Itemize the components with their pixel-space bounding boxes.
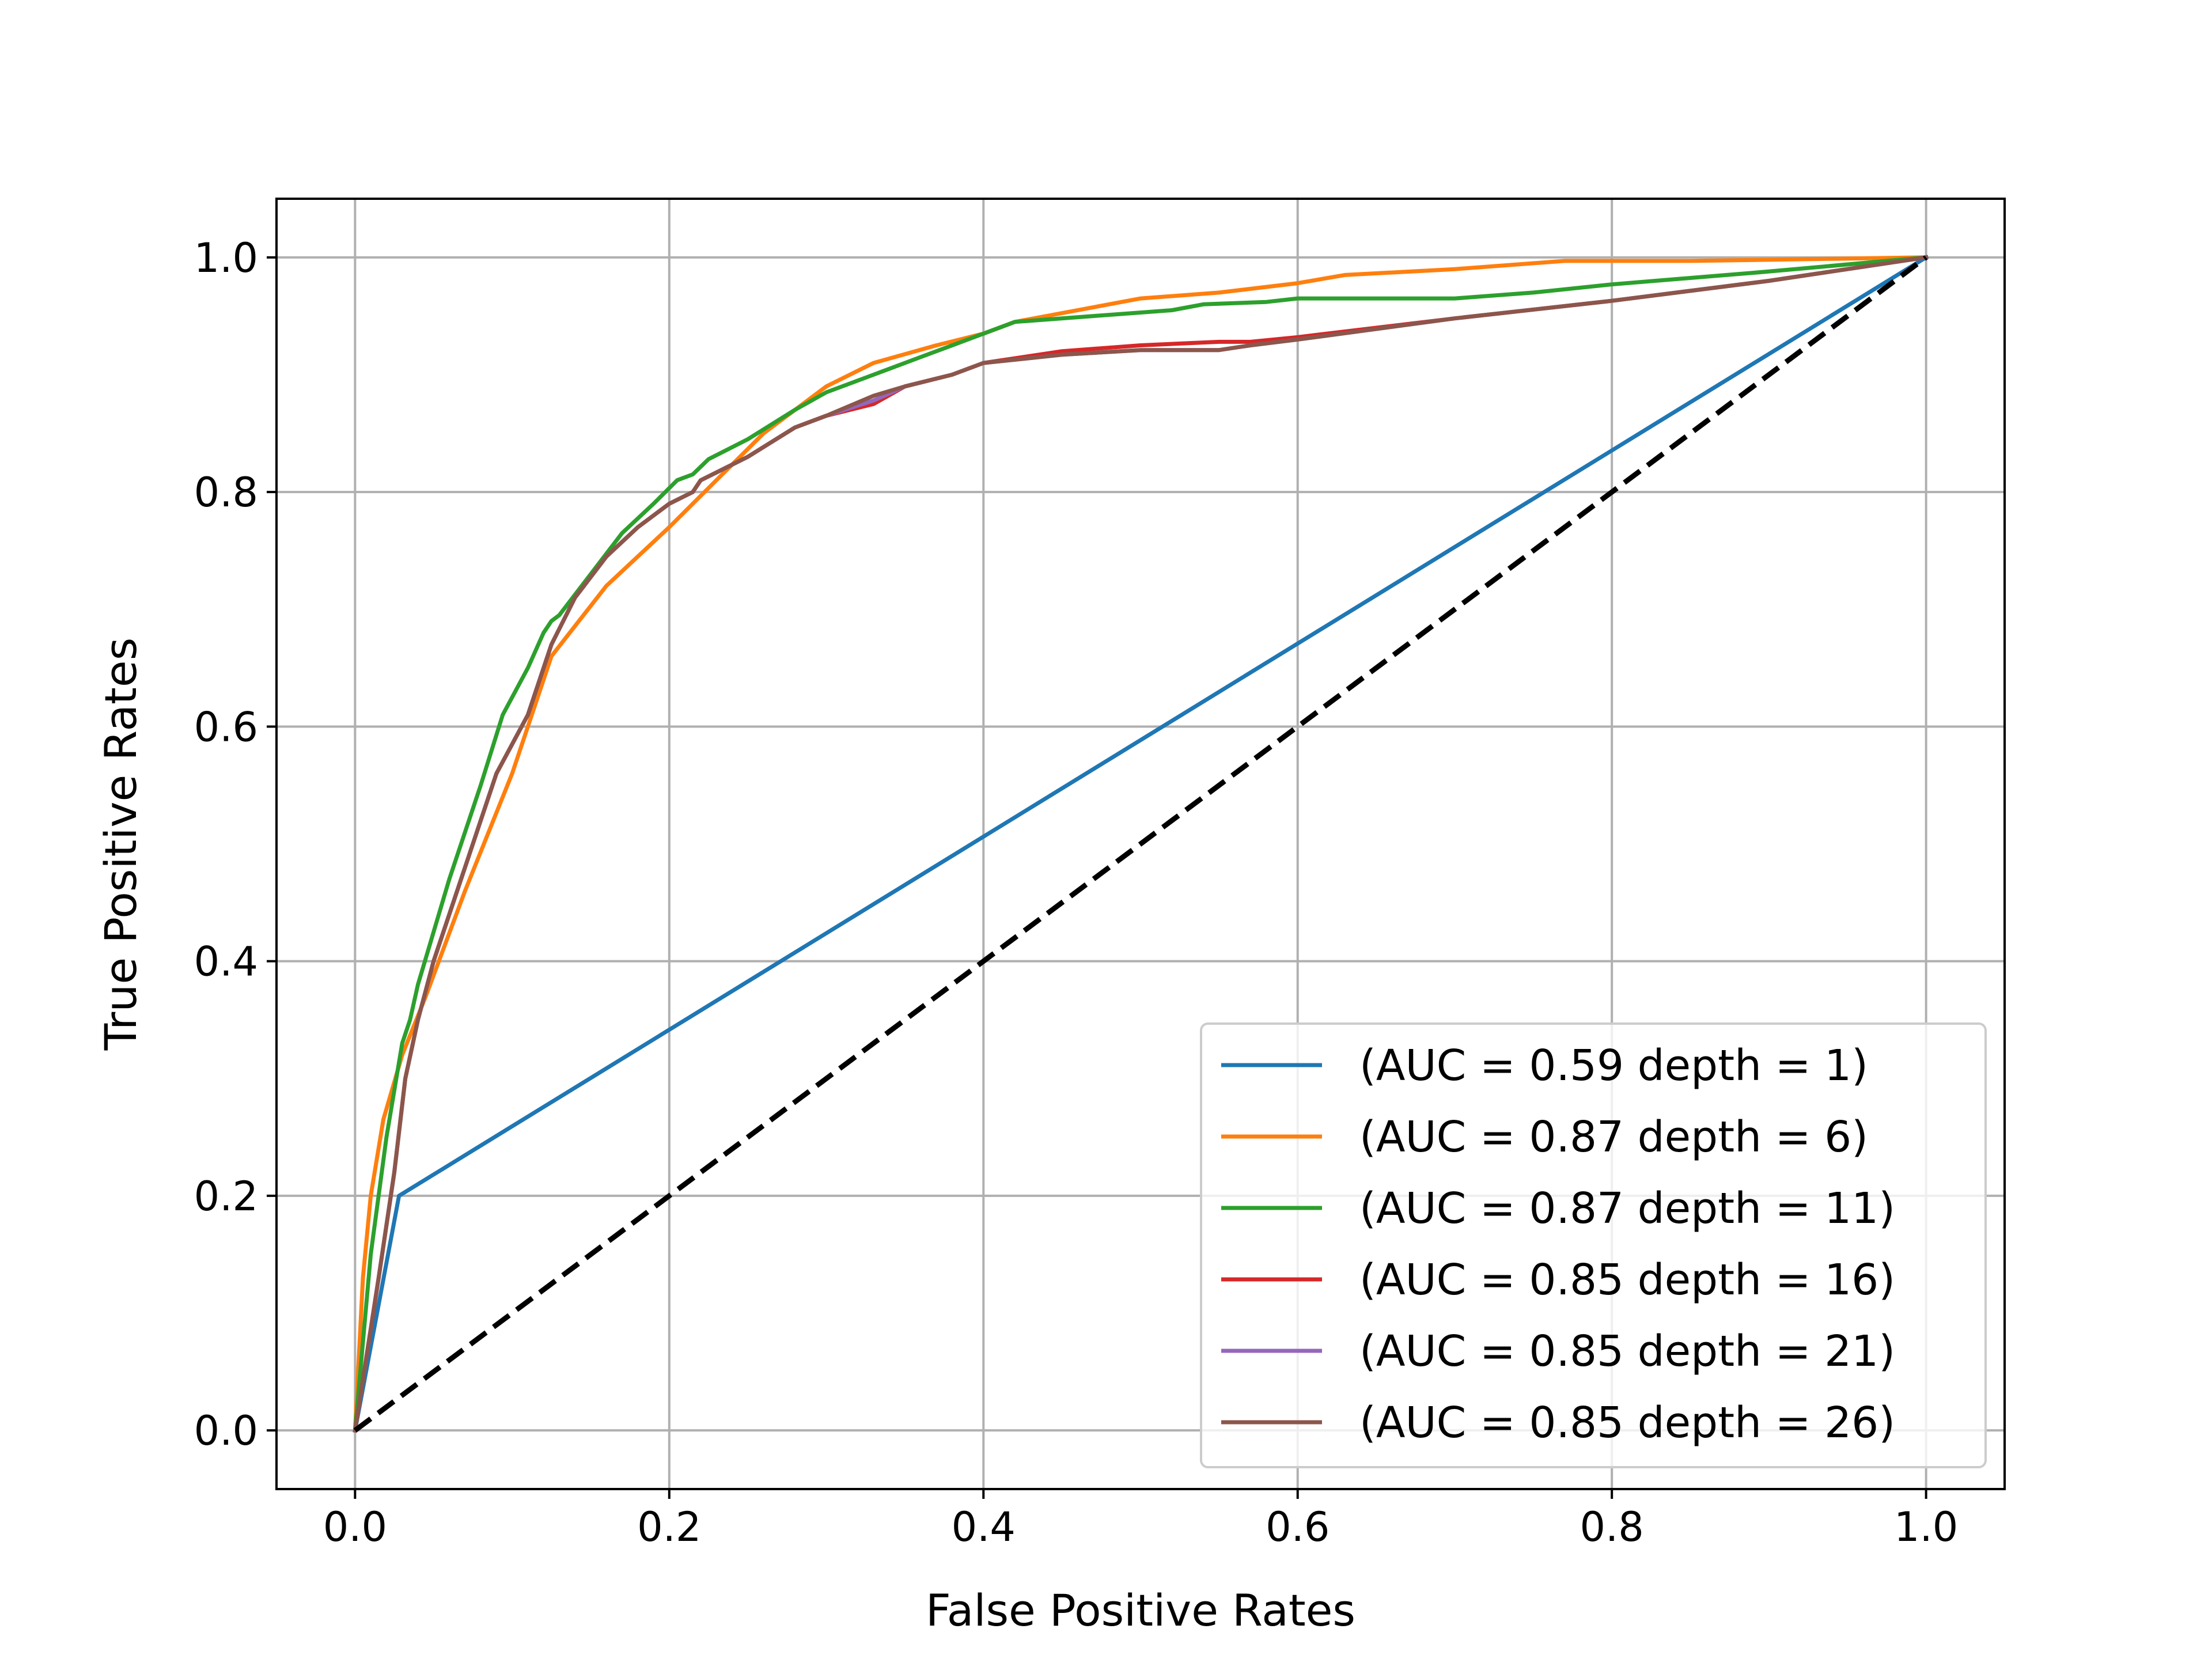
legend-label-3: (AUC = 0.87 depth = 11) [1359,1184,1895,1233]
x-axis-label: False Positive Rates [926,1585,1355,1636]
x-tick-label: 1.0 [1894,1503,1958,1551]
series-line-6 [353,255,1929,1433]
grid [276,199,2005,1489]
x-tick-label: 0.4 [952,1503,1016,1551]
y-axis-label: True Positive Rates [95,638,146,1051]
y-tick-label: 0.2 [194,1173,258,1220]
y-tick-label: 0.6 [194,703,258,751]
series-layer [353,254,1929,1433]
x-tick-label: 0.2 [637,1503,701,1551]
series-line-3 [353,255,1929,1433]
legend: (AUC = 0.59 depth = 1) (AUC = 0.87 depth … [1200,1022,1987,1468]
y-tick-label: 1.0 [194,234,258,282]
y-tick-label: 0.4 [194,938,258,986]
legend-label-2: (AUC = 0.87 depth = 6) [1359,1112,1868,1162]
reference-layer [353,255,1928,1433]
y-tick-label: 0.8 [194,469,258,516]
x-tick-label: 0.8 [1580,1503,1644,1551]
legend-label-4: (AUC = 0.85 depth = 16) [1359,1255,1895,1305]
y-tick-label: 0.0 [194,1407,258,1455]
ticks: 0.0 0.2 0.4 0.6 0.8 1.0 0.0 0.2 0.4 0.6 0.8 1.0 [194,234,1959,1551]
legend-label-5: (AUC = 0.85 depth = 21) [1359,1327,1895,1376]
legend-label-6: (AUC = 0.85 depth = 26) [1359,1398,1895,1448]
legend-label-1: (AUC = 0.59 depth = 1) [1359,1041,1868,1090]
chance-line [353,255,1928,1433]
plot-frame [275,198,2006,1490]
series-line-1 [353,254,1929,1433]
x-tick-label: 0.0 [323,1503,387,1551]
x-tick-label: 0.6 [1266,1503,1330,1551]
legend-box [1200,1022,1987,1468]
